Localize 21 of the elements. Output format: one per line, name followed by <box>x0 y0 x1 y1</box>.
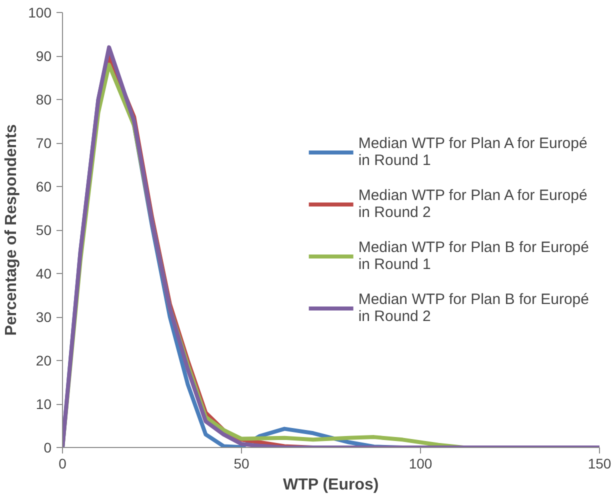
x-tick-label: 150 <box>588 456 612 472</box>
y-tick-label: 30 <box>36 309 52 325</box>
legend-label: Median WTP for Plan A for Europé in Round 2 <box>358 186 588 222</box>
x-tick-label: 0 <box>58 456 67 472</box>
x-tick-label: 50 <box>234 456 250 472</box>
legend-label: Median WTP for Plan B for Europé in Round 2 <box>358 290 589 326</box>
y-tick-label: 70 <box>36 135 52 151</box>
legend-label: Median WTP for Plan B for Europé in Round 1 <box>358 238 589 274</box>
y-tick-label: 10 <box>36 396 52 412</box>
y-tick-label: 90 <box>36 48 52 64</box>
y-tick-label: 60 <box>36 178 52 194</box>
y-axis-title: Percentage of Respondents <box>3 124 20 336</box>
legend-label: Median WTP for Plan A for Europé in Round 1 <box>358 134 588 170</box>
y-tick-label: 100 <box>28 4 52 20</box>
y-tick-label: 40 <box>36 266 52 282</box>
y-tick-label: 20 <box>36 352 52 368</box>
x-tick-label: 100 <box>408 456 432 472</box>
y-tick-label: 50 <box>36 222 52 238</box>
y-tick-label: 80 <box>36 92 52 108</box>
y-tick-label: 0 <box>44 440 52 456</box>
x-axis-title: WTP (Euros) <box>283 476 379 494</box>
